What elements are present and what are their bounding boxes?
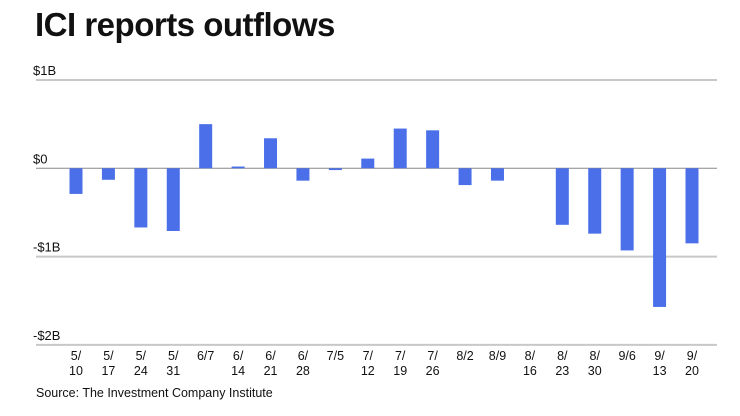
x-tick-label: 8/9 — [489, 349, 506, 363]
bar-5-31 — [166, 168, 180, 231]
x-tick-label: 8/ — [590, 349, 601, 363]
x-tick-label: 10 — [69, 364, 83, 378]
bar-6-7 — [199, 124, 213, 169]
chart-title: ICI reports outflows — [35, 6, 335, 43]
x-tick-label: 7/5 — [327, 349, 344, 363]
bar-8-23 — [555, 168, 569, 225]
bar-7-5 — [328, 168, 342, 171]
bar-7-19 — [393, 128, 407, 169]
x-tick-label: 6/ — [265, 349, 276, 363]
x-tick-label: 7/ — [395, 349, 406, 363]
bar-5-24 — [134, 168, 148, 228]
x-tick-label: 23 — [555, 364, 569, 378]
y-tick-label: $0 — [33, 151, 47, 166]
x-tick-label: 6/7 — [197, 349, 214, 363]
x-tick-label: 30 — [588, 364, 602, 378]
bar-8-30 — [588, 168, 602, 234]
bar-9-6 — [620, 168, 634, 251]
x-tick-label: 21 — [264, 364, 278, 378]
x-tick-label: 26 — [426, 364, 440, 378]
x-tick-label: 17 — [101, 364, 115, 378]
bar-8-2 — [458, 168, 472, 186]
x-tick-label: 6/ — [298, 349, 309, 363]
x-tick-label: 7/ — [427, 349, 438, 363]
bar-9-20 — [685, 168, 699, 244]
x-tick-label: 8/2 — [456, 349, 473, 363]
bar-7-26 — [426, 130, 440, 169]
x-tick-label: 5/ — [103, 349, 114, 363]
bar-5-17 — [101, 168, 115, 180]
x-tick-label: 20 — [685, 364, 699, 378]
x-tick-label: 16 — [523, 364, 537, 378]
x-tick-label: 5/ — [136, 349, 147, 363]
bar-8-9 — [490, 168, 504, 181]
x-tick-label: 19 — [393, 364, 407, 378]
bar-6-14 — [231, 166, 245, 169]
bar-6-28 — [296, 168, 310, 181]
y-tick-label: -$2B — [33, 328, 60, 343]
x-tick-label: 14 — [231, 364, 245, 378]
x-tick-label: 8/ — [525, 349, 536, 363]
x-tick-label: 5/ — [168, 349, 179, 363]
x-tick-label: 28 — [296, 364, 310, 378]
x-tick-label: 12 — [361, 364, 375, 378]
bar-7-12 — [361, 158, 375, 169]
x-tick-label: 6/ — [233, 349, 244, 363]
x-tick-label: 5/ — [71, 349, 82, 363]
x-tick-label: 31 — [166, 364, 180, 378]
x-tick-label: 13 — [653, 364, 667, 378]
x-tick-label: 7/ — [363, 349, 374, 363]
x-tick-label: 9/ — [654, 349, 665, 363]
x-tick-label: 9/ — [687, 349, 698, 363]
source-note: Source: The Investment Company Institute — [36, 386, 273, 400]
x-tick-label: 9/6 — [618, 349, 635, 363]
bar-5-10 — [69, 168, 83, 194]
bar-9-13 — [653, 168, 667, 307]
bar-6-21 — [264, 138, 278, 169]
y-tick-label: $1B — [33, 63, 56, 78]
x-tick-label: 8/ — [557, 349, 568, 363]
y-tick-label: -$1B — [33, 240, 60, 255]
x-tick-label: 24 — [134, 364, 148, 378]
